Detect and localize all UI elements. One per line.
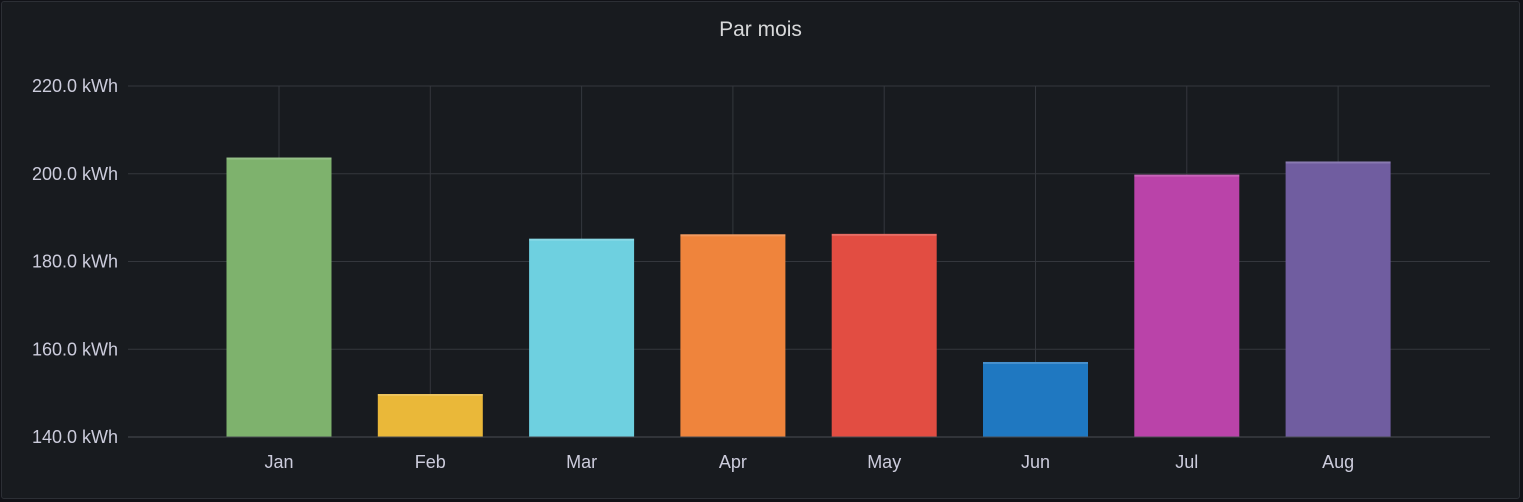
bar-top-edge	[377, 394, 483, 397]
bar-aug[interactable]	[1285, 161, 1391, 437]
bar-jul[interactable]	[1134, 174, 1240, 437]
x-tick-label: Apr	[719, 452, 747, 472]
bar-jun[interactable]	[983, 361, 1088, 437]
y-axis: 140.0 kWh 160.0 kWh 180.0 kWh 200.0 kWh 220.…	[32, 76, 118, 447]
y-tick-label: 180.0 kWh	[32, 252, 118, 272]
bar-top-edge	[983, 361, 1088, 364]
x-axis: Jan Feb Mar Apr May Jun Jul Aug	[128, 436, 1490, 472]
x-tick-label: Jun	[1021, 452, 1050, 472]
y-tick-label: 220.0 kWh	[32, 76, 118, 96]
x-tick-label: Jul	[1175, 452, 1198, 472]
y-tick-label: 200.0 kWh	[32, 164, 118, 184]
y-tick-label: 160.0 kWh	[32, 339, 118, 359]
y-tick-label: 140.0 kWh	[32, 427, 118, 447]
chart-bars	[226, 157, 1391, 438]
panel-title[interactable]: Par mois	[719, 18, 802, 41]
bar-may[interactable]	[831, 233, 937, 437]
bar-top-edge	[226, 157, 332, 160]
bar-mar[interactable]	[529, 238, 635, 437]
x-tick-label: Jan	[264, 452, 293, 472]
bar-top-edge	[831, 233, 937, 236]
bar-feb[interactable]	[377, 394, 483, 437]
bar-top-edge	[1134, 174, 1240, 177]
x-tick-label: Aug	[1322, 452, 1354, 472]
bar-top-edge	[1285, 161, 1391, 164]
bar-top-edge	[529, 238, 635, 241]
bar-apr[interactable]	[680, 234, 786, 437]
x-tick-label: Feb	[415, 452, 446, 472]
x-tick-label: May	[867, 452, 901, 472]
x-tick-label: Mar	[566, 452, 597, 472]
bar-jan[interactable]	[226, 157, 332, 438]
bar-top-edge	[680, 234, 786, 237]
